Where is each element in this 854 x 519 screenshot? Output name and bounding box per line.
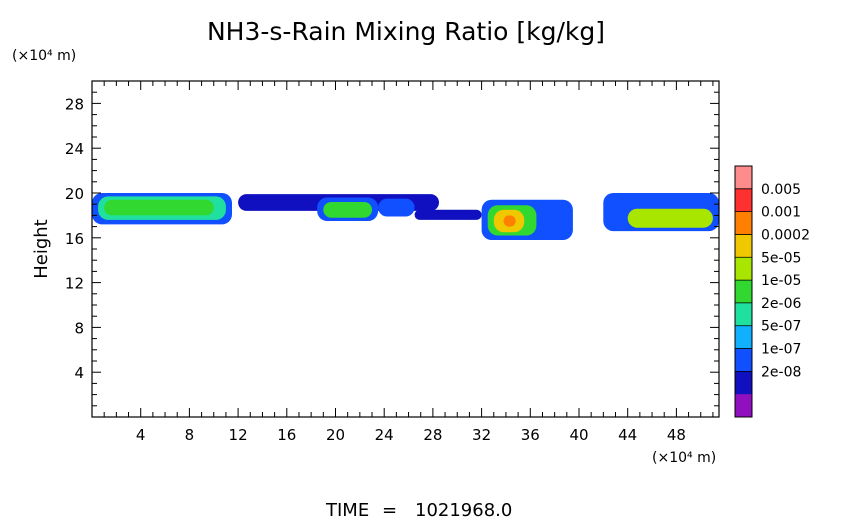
contour-region	[414, 209, 482, 220]
y-tick-label: 24	[65, 140, 84, 158]
x-tick-label: 32	[472, 426, 491, 444]
colorbar-swatch	[735, 325, 752, 349]
x-tick-label: 44	[618, 426, 637, 444]
y-tick-label: 28	[65, 95, 84, 113]
y-tick-label: 20	[65, 185, 84, 203]
time-value: 1021968.0	[415, 500, 512, 519]
colorbar-label: 1e-07	[761, 342, 801, 358]
x-tick-label: 4	[136, 426, 146, 444]
x-tick-label: 12	[229, 426, 248, 444]
y-tick-label: 8	[74, 319, 84, 337]
y-tick-labels: 4 8 12 16 20 24 28	[65, 95, 84, 382]
y-axis-label: Height	[31, 219, 52, 279]
colorbar-swatch	[735, 302, 752, 327]
colorbar-label: 0.001	[761, 205, 801, 221]
contour-regions	[92, 193, 719, 240]
y-axis-unit: (×10⁴ m)	[12, 48, 76, 64]
colorbar-swatch	[735, 348, 752, 372]
x-tick-label: 40	[569, 426, 588, 444]
colorbar-swatch	[735, 371, 752, 395]
contour-region	[104, 199, 214, 216]
plot-frame	[91, 80, 720, 418]
contour-region	[503, 215, 516, 227]
colorbar-swatch	[735, 188, 752, 212]
colorbar-label: 5e-05	[761, 250, 801, 266]
colorbar-label: 0.0002	[761, 227, 810, 243]
colorbar-label: 2e-08	[761, 364, 801, 380]
axis-ticks	[92, 81, 719, 417]
colorbar-label: 2e-06	[761, 296, 801, 312]
colorbar-swatch	[735, 280, 752, 304]
x-tick-label: 8	[185, 426, 195, 444]
x-tick-label: 20	[326, 426, 345, 444]
x-tick-label: 24	[375, 426, 394, 444]
x-tick-labels: 4 8 12 16 20 24 28 32 36 40 44 48	[136, 426, 686, 444]
colorbar-swatch	[735, 234, 752, 258]
x-tick-label: 36	[521, 426, 540, 444]
x-tick-label: 28	[423, 426, 442, 444]
x-tick-label: 48	[667, 426, 686, 444]
y-tick-label: 16	[65, 230, 84, 248]
colorbar-label: 0.005	[761, 182, 801, 198]
contour-region	[378, 198, 415, 217]
contour-region	[627, 208, 713, 228]
x-tick-label: 16	[277, 426, 296, 444]
y-tick-label: 12	[65, 275, 84, 293]
colorbar-swatch	[735, 257, 752, 281]
contour-region	[323, 202, 372, 218]
chart-title: NH3-s-Rain Mixing Ratio [kg/kg]	[207, 17, 605, 46]
y-tick-label: 4	[74, 364, 84, 382]
colorbar-swatch	[735, 211, 752, 235]
colorbar-label: 1e-05	[761, 273, 801, 289]
colorbar: 0.005 0.001 0.0002 5e-05 1e-05 2e-06 5e-07 1e-0…	[734, 165, 810, 418]
time-label: TIME	[325, 500, 369, 519]
colorbar-frame	[734, 165, 753, 418]
colorbar-label: 5e-07	[761, 319, 801, 335]
x-axis-unit: (×10⁴ m)	[652, 450, 716, 466]
time-equals: =	[382, 500, 397, 519]
colorbar-swatch	[735, 394, 752, 418]
colorbar-swatch	[735, 166, 752, 190]
